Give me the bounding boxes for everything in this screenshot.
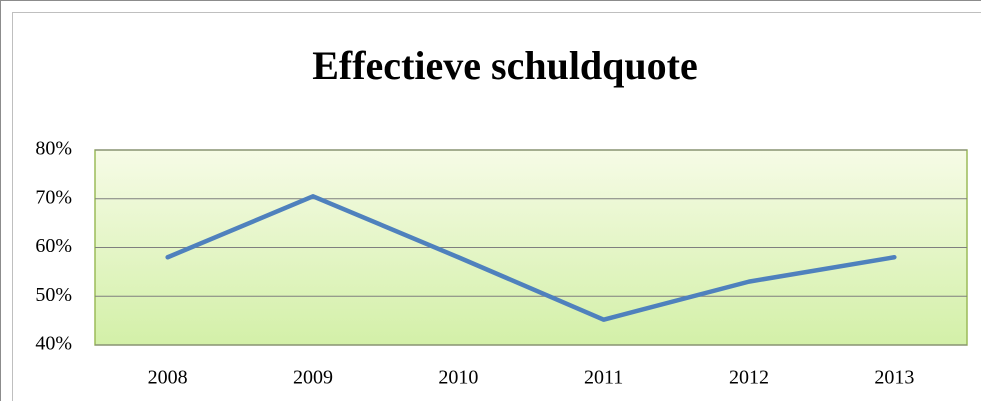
y-tick-label: 40% bbox=[35, 333, 72, 355]
x-tick-label: 2009 bbox=[293, 367, 333, 389]
y-tick-label: 80% bbox=[35, 138, 72, 160]
frame-inner bbox=[12, 12, 981, 401]
chart-title: Effectieve schuldquote bbox=[312, 43, 698, 88]
line bbox=[165, 194, 897, 322]
x-tick-label: 2011 bbox=[584, 367, 623, 389]
y-tick-label: 70% bbox=[35, 186, 72, 208]
x-tick-label: 2012 bbox=[729, 367, 769, 389]
x-tick-label: 2008 bbox=[148, 367, 188, 389]
x-tick-label: 2013 bbox=[874, 367, 914, 389]
y-tick-label: 50% bbox=[35, 284, 72, 306]
x-tick-label: 2010 bbox=[438, 367, 478, 389]
y-tick-label: 60% bbox=[35, 235, 72, 257]
